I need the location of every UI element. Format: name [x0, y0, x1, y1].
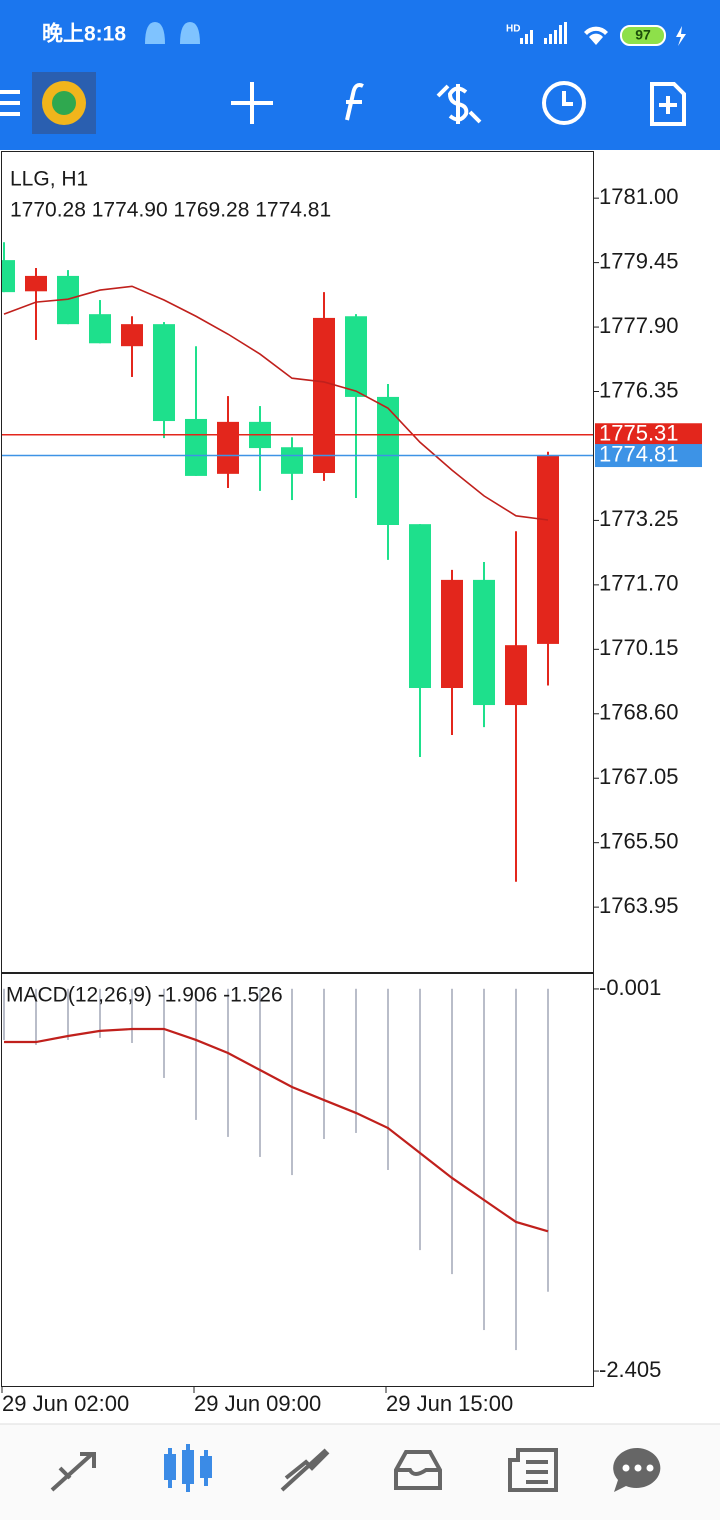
y-tick-label: 1767.05 — [599, 764, 679, 789]
y-tick-label: 1765.50 — [599, 828, 679, 853]
candle-body — [2, 260, 15, 293]
y-tick-label: 1781.00 — [599, 184, 679, 209]
macd-bar — [195, 988, 197, 1120]
y-tick-label: 1779.45 — [599, 248, 679, 273]
candle-body — [537, 455, 559, 644]
candle-body — [473, 579, 495, 706]
x-tick-label: 29 Jun 02:00 — [2, 1391, 129, 1416]
macd-bar — [67, 988, 69, 1040]
crosshair-button[interactable] — [231, 82, 273, 124]
y-tick-label: 1777.90 — [599, 313, 679, 338]
bottom-nav — [0, 1424, 720, 1520]
candle-body — [281, 447, 303, 474]
network-type: HD — [506, 24, 520, 35]
macd-bar — [387, 988, 389, 1170]
price-tag — [595, 423, 702, 447]
y-tick-label: 1768.60 — [599, 700, 679, 725]
y-tick-label: 1763.95 — [599, 893, 679, 918]
macd-pane — [1, 973, 594, 1387]
notification-icons — [145, 22, 200, 44]
labels: 1781.00 1779.45 1777.90 1776.35 1773.25 1771.… — [1, 168, 702, 1416]
macd-bar — [3, 988, 5, 1040]
x-tick-label: 29 Jun 15:00 — [386, 1391, 513, 1416]
candle-body — [505, 645, 527, 706]
candle-body — [377, 396, 399, 525]
candle-body — [57, 275, 79, 325]
charging-icon — [676, 26, 686, 46]
macd-bar — [227, 988, 229, 1137]
toolbar — [231, 81, 686, 126]
objects-button[interactable] — [650, 82, 686, 126]
y-tick-label: -2.405 — [599, 1357, 661, 1382]
menu-button[interactable] — [0, 90, 20, 116]
nav-quotes[interactable] — [50, 1452, 96, 1492]
macd-bar — [323, 988, 325, 1139]
price-tag-label: 1774.81 — [599, 441, 679, 466]
battery-level: 97 — [635, 27, 651, 43]
indicators-button[interactable] — [345, 83, 364, 121]
macd-bar — [515, 988, 517, 1351]
macd-bar — [131, 988, 133, 1043]
macd-bar — [355, 988, 357, 1133]
battery-icon — [620, 25, 666, 46]
app-logo[interactable] — [32, 72, 96, 134]
macd-bar — [99, 988, 101, 1038]
ohlc-info: 1770.28 1774.90 1769.28 1774.81 — [10, 199, 331, 222]
macd-plot — [3, 988, 549, 1351]
trade-button[interactable] — [436, 84, 482, 124]
nav-trade[interactable] — [280, 1448, 330, 1492]
nav-chart[interactable] — [164, 1444, 212, 1492]
macd-bar — [451, 988, 453, 1275]
nav-news[interactable] — [508, 1448, 558, 1492]
price-tag-label: 1775.31 — [599, 421, 679, 446]
candle-body — [217, 421, 239, 474]
y-tick-label: 1770.15 — [599, 635, 679, 660]
macd-title: MACD(12,26,9) -1.906 -1.526 — [6, 984, 283, 1007]
macd-bar — [483, 988, 485, 1331]
y-tick-label: -0.001 — [599, 975, 661, 1000]
macd-bar — [259, 988, 261, 1157]
period-button[interactable] — [542, 81, 586, 125]
x-tick-label: 29 Jun 09:00 — [194, 1391, 321, 1416]
signal-icons — [520, 22, 608, 45]
main-pane — [1, 151, 594, 973]
macd-bar — [163, 988, 165, 1078]
chart-title: LLG, H1 — [10, 168, 88, 191]
candle-body — [89, 314, 111, 344]
signal-line — [4, 1027, 549, 1233]
candle-body — [313, 317, 335, 474]
macd-bar — [291, 988, 293, 1176]
candle-body — [121, 324, 143, 347]
price-tag — [595, 444, 702, 468]
status-time: 晚上8:18 — [42, 22, 126, 46]
y-tick-label: 1776.35 — [599, 377, 679, 402]
candle-body — [25, 275, 47, 292]
macd-bar — [547, 988, 549, 1292]
moving-average — [3, 285, 549, 521]
candle-body — [441, 579, 463, 688]
macd-bar — [35, 988, 37, 1045]
candle-body — [409, 524, 431, 688]
candle-body — [153, 324, 175, 422]
y-tick-label: 1773.25 — [599, 506, 679, 531]
main-plot — [2, 242, 593, 882]
nav-history[interactable] — [394, 1450, 442, 1490]
candle-body — [185, 418, 207, 476]
y-tick-label: 1771.70 — [599, 571, 679, 596]
macd-bar — [419, 988, 421, 1251]
nav-messages[interactable] — [613, 1447, 661, 1492]
candle-body — [345, 316, 367, 397]
app-header — [0, 0, 720, 150]
nav-icons — [50, 1444, 558, 1492]
